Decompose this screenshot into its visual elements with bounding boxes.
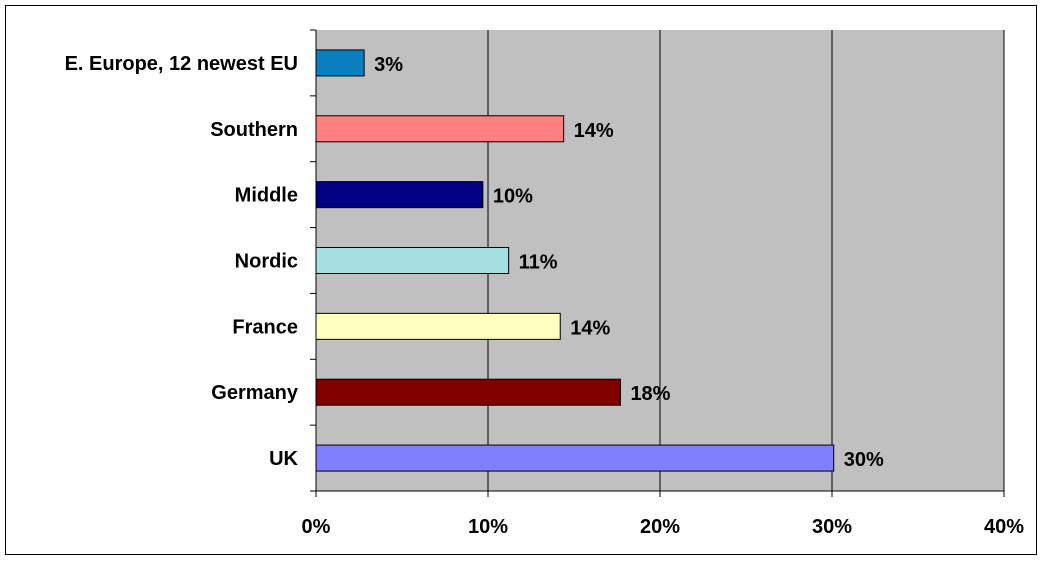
- bar-5: [315, 378, 621, 406]
- bars: [315, 49, 835, 472]
- data-label-6: 30%: [844, 449, 884, 471]
- category-label-6: UK: [269, 448, 298, 470]
- data-labels: 3% 14% 10% 11% 14% 18% 30%: [374, 54, 884, 471]
- category-label-1: Southern: [210, 119, 298, 141]
- data-label-1: 14%: [574, 120, 614, 142]
- data-label-2: 10%: [493, 186, 533, 208]
- data-label-5: 18%: [630, 383, 670, 405]
- axes: [310, 29, 1005, 497]
- bar-0: [315, 49, 365, 77]
- x-tick-label-1: 10%: [468, 516, 508, 538]
- data-label-0: 3%: [374, 54, 403, 76]
- category-labels: E. Europe, 12 newest EU Southern Middle Nor…: [65, 53, 299, 470]
- bar-3: [315, 247, 510, 274]
- category-label-4: France: [232, 316, 298, 338]
- bar-2: [315, 181, 484, 209]
- tick-labels: 0% 10% 20% 30% 40%: [302, 516, 1025, 538]
- category-label-3: Nordic: [235, 251, 298, 273]
- x-tick-label-2: 20%: [640, 516, 680, 538]
- x-tick-label-4: 40%: [984, 516, 1024, 538]
- bar-6: [315, 444, 835, 472]
- data-label-4: 14%: [570, 317, 610, 339]
- x-tick-label-3: 30%: [812, 516, 852, 538]
- bar-1: [315, 115, 565, 143]
- category-label-2: Middle: [235, 185, 298, 207]
- data-label-3: 11%: [519, 252, 558, 274]
- x-tick-label-0: 0%: [302, 516, 331, 538]
- category-label-0: E. Europe, 12 newest EU: [65, 53, 298, 75]
- category-label-5: Germany: [211, 382, 299, 404]
- bar-4: [315, 312, 561, 340]
